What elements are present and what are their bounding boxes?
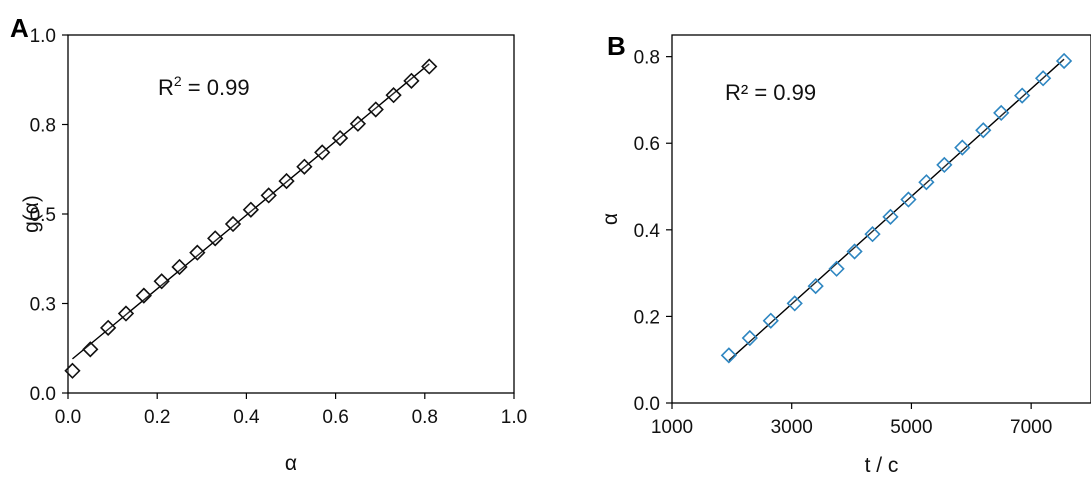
data-point: [421, 58, 438, 75]
data-point: [403, 72, 420, 89]
chart-b-svg: 1000 3000 5000 7000 0.0 0.2 0.4 0.6 0.8 t / c α B R²…: [599, 31, 1091, 477]
y-tick-label: 0.6: [634, 134, 660, 155]
y-tick-label: 0.3: [30, 295, 56, 316]
data-point: [741, 329, 758, 347]
data-point: [918, 174, 935, 191]
x-axis-title: t / c: [865, 454, 899, 477]
y-tick-label: 0.8: [30, 116, 56, 137]
data-point: [331, 129, 349, 147]
data-point: [1014, 87, 1031, 104]
data-point: [385, 87, 402, 104]
data-point: [117, 305, 135, 322]
data-point: [1034, 70, 1052, 87]
data-point: [224, 215, 242, 233]
data-point: [153, 273, 170, 290]
data-point: [864, 226, 881, 243]
y-axis-title: g(α): [20, 195, 43, 233]
panel-letter: B: [607, 31, 626, 61]
data-point: [900, 191, 917, 208]
chart-a-svg: 0.0 0.2 0.4 0.6 0.8 1.0 0.0 0.3 0.5 0.8 1.0 α g(α) A R…: [10, 13, 527, 475]
y-tick-label: 0.0: [30, 384, 56, 405]
data-point: [954, 139, 971, 156]
y-tick-label: 0.8: [634, 48, 660, 69]
y-tick-label: 1.0: [30, 26, 56, 47]
plot-frame: [671, 34, 1091, 404]
data-point: [975, 122, 992, 139]
data-point: [807, 277, 824, 295]
fit-line: [72, 63, 430, 360]
data-point: [64, 362, 81, 379]
data-point: [828, 260, 845, 277]
x-tick-label: 1.0: [501, 407, 527, 428]
y-axis-title: α: [599, 213, 622, 225]
x-tick-label: 0.4: [233, 407, 260, 428]
data-point: [100, 319, 117, 336]
data-point: [189, 244, 206, 261]
data-point: [367, 101, 384, 118]
y-tick-label: 0.4: [634, 221, 661, 242]
data-point: [242, 201, 259, 218]
data-point: [278, 172, 295, 190]
data-point: [314, 144, 331, 161]
data-point: [82, 341, 99, 358]
data-point: [1055, 52, 1073, 70]
x-tick-label: 0.8: [412, 407, 438, 428]
data-point: [296, 158, 313, 175]
data-point: [720, 347, 737, 364]
y-tick-label: 0.2: [634, 307, 660, 328]
x-tick-label: 0.0: [55, 407, 81, 428]
x-tick-label: 0.6: [322, 407, 348, 428]
data-point: [260, 187, 277, 204]
data-point: [762, 312, 779, 329]
r-squared-annotation: R2 = 0.99: [158, 73, 250, 100]
x-axis-title: α: [285, 452, 297, 475]
data-point: [882, 208, 899, 225]
panel-letter: A: [10, 13, 29, 43]
data-point: [349, 115, 367, 132]
data-point: [786, 295, 803, 312]
data-point: [171, 258, 188, 276]
chart-panel-a: 0.0 0.2 0.4 0.6 0.8 1.0 0.0 0.3 0.5 0.8 1.0 α g(α) A R…: [0, 0, 545, 478]
x-tick-label: 3000: [771, 417, 813, 438]
x-tick-label: 0.2: [144, 407, 170, 428]
data-point: [846, 243, 863, 260]
x-tick-label: 7000: [1010, 417, 1052, 438]
x-tick-label: 1000: [651, 417, 693, 438]
data-point: [993, 104, 1010, 122]
r-squared-annotation: R² = 0.99: [725, 80, 816, 105]
y-tick-label: 0.5: [30, 205, 56, 226]
data-point: [936, 156, 953, 174]
chart-panel-b: 1000 3000 5000 7000 0.0 0.2 0.4 0.6 0.8 t / c α B R²…: [545, 0, 1091, 478]
data-point: [207, 230, 224, 247]
plot-frame: [67, 34, 515, 394]
data-point: [135, 287, 152, 304]
fit-line: [728, 58, 1065, 361]
y-tick-label: 0.0: [634, 394, 660, 415]
x-tick-label: 5000: [890, 417, 932, 438]
